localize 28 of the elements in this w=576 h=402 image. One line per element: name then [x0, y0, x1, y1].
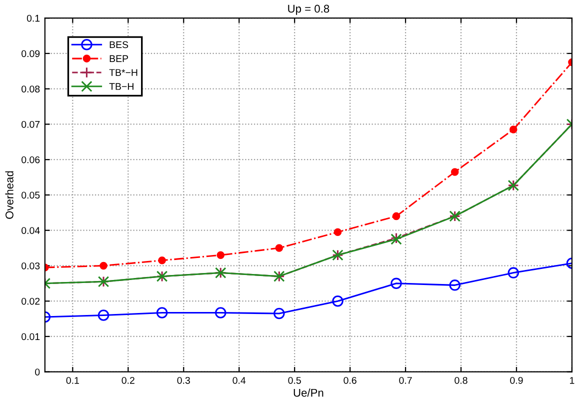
- y-tick-label: 0.07: [22, 120, 40, 128]
- y-tick-label: 0.02: [22, 298, 40, 305]
- chart-title: Up = 0.8: [288, 4, 330, 15]
- x-tick-label: 0.5: [288, 376, 301, 384]
- y-tick-label: 0.09: [22, 50, 40, 58]
- x-axis-title: Ue/Pn: [294, 388, 324, 397]
- y-tick-label: 0.03: [22, 262, 40, 270]
- y-tick-label: 0.05: [22, 192, 40, 199]
- legend-label: TB−H: [109, 83, 134, 90]
- y-tick-label: 0.04: [22, 227, 40, 234]
- x-tick-label: 0.2: [122, 376, 134, 384]
- x-tick-label: 0.3: [177, 376, 190, 384]
- x-tick-label: 1: [570, 377, 574, 384]
- legend-label: TB*−H: [109, 69, 138, 76]
- x-tick-label: 0.6: [344, 376, 356, 384]
- legend-label: BEP: [110, 55, 128, 62]
- y-tick-label: 0.01: [22, 333, 40, 340]
- x-tick-label: 0.8: [454, 376, 468, 384]
- y-axis-title: Overhead: [5, 171, 14, 219]
- y-tick-label: 0: [35, 368, 40, 376]
- legend-label: BES: [110, 41, 128, 48]
- y-tick-label: 0.08: [22, 86, 40, 92]
- y-tick-label: 0.06: [22, 156, 40, 164]
- x-tick-label: 0.9: [510, 376, 523, 384]
- y-tick-label: 0.1: [26, 14, 40, 22]
- x-tick-label: 0.4: [232, 376, 246, 384]
- x-tick-label: 0.7: [399, 376, 412, 384]
- x-tick-label: 0.1: [66, 376, 79, 384]
